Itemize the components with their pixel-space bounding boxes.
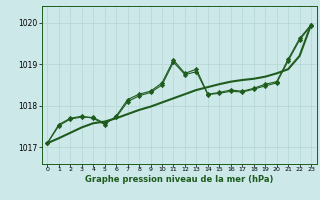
X-axis label: Graphe pression niveau de la mer (hPa): Graphe pression niveau de la mer (hPa) (85, 175, 273, 184)
